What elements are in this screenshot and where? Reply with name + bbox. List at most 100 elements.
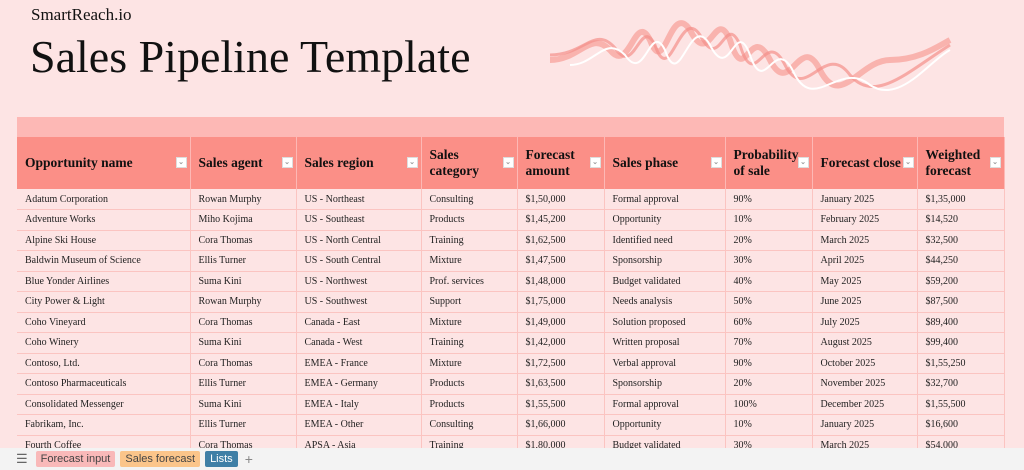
column-header[interactable]: Sales category ⌄ <box>421 137 518 189</box>
table-cell[interactable]: 30% <box>725 250 813 272</box>
sheet-menu-icon[interactable]: ☰ <box>16 451 28 466</box>
table-cell[interactable]: $1,62,500 <box>517 230 605 251</box>
table-cell[interactable]: EMEA - Other <box>296 414 422 436</box>
table-cell[interactable]: Sponsorship <box>604 250 726 272</box>
table-cell[interactable]: November 2025 <box>812 373 918 395</box>
table-cell[interactable]: Coho Winery <box>17 332 191 354</box>
filter-dropdown-icon[interactable]: ⌄ <box>797 157 809 168</box>
table-cell[interactable]: Prof. services <box>421 271 518 292</box>
table-cell[interactable]: Support <box>421 291 518 313</box>
table-cell[interactable]: Rowan Murphy <box>190 189 297 210</box>
table-cell[interactable]: $1,45,200 <box>517 209 605 231</box>
table-cell[interactable]: Opportunity <box>604 414 726 436</box>
table-cell[interactable]: Cora Thomas <box>190 230 297 251</box>
table-cell[interactable]: 90% <box>725 189 813 210</box>
table-cell[interactable]: Cora Thomas <box>190 312 297 333</box>
table-cell[interactable]: Miho Kojima <box>190 209 297 231</box>
table-cell[interactable]: Consolidated Messenger <box>17 394 191 415</box>
table-cell[interactable]: Contoso Pharmaceuticals <box>17 373 191 395</box>
column-header[interactable]: Sales phase ⌄ <box>604 137 726 189</box>
table-cell[interactable]: $1,63,500 <box>517 373 605 395</box>
filter-dropdown-icon[interactable]: ⌄ <box>710 157 722 168</box>
table-cell[interactable]: Budget validated <box>604 271 726 292</box>
table-cell[interactable]: June 2025 <box>812 291 918 313</box>
table-cell[interactable]: City Power & Light <box>17 291 191 313</box>
table-cell[interactable]: $1,55,250 <box>917 353 1005 374</box>
table-cell[interactable]: August 2025 <box>812 332 918 354</box>
table-cell[interactable]: Consulting <box>421 189 518 210</box>
table-cell[interactable]: Canada - East <box>296 312 422 333</box>
table-cell[interactable]: 50% <box>725 291 813 313</box>
table-cell[interactable]: $1,72,500 <box>517 353 605 374</box>
filter-dropdown-icon[interactable]: ⌄ <box>989 157 1001 168</box>
column-header[interactable]: Forecast close ⌄ <box>812 137 918 189</box>
table-cell[interactable]: 10% <box>725 414 813 436</box>
table-cell[interactable]: Mixture <box>421 353 518 374</box>
table-cell[interactable]: $1,47,500 <box>517 250 605 272</box>
column-header[interactable]: Weighted forecast ⌄ <box>917 137 1005 189</box>
table-cell[interactable]: $1,48,000 <box>517 271 605 292</box>
table-cell[interactable]: $1,55,500 <box>517 394 605 415</box>
table-cell[interactable]: 90% <box>725 353 813 374</box>
table-cell[interactable]: Solution proposed <box>604 312 726 333</box>
table-cell[interactable]: Cora Thomas <box>190 353 297 374</box>
column-header[interactable]: Sales agent ⌄ <box>190 137 297 189</box>
table-cell[interactable]: Coho Vineyard <box>17 312 191 333</box>
table-cell[interactable]: 40% <box>725 271 813 292</box>
table-cell[interactable]: $1,55,500 <box>917 394 1005 415</box>
table-cell[interactable]: Identified need <box>604 230 726 251</box>
table-cell[interactable]: $14,520 <box>917 209 1005 231</box>
table-cell[interactable]: Formal approval <box>604 394 726 415</box>
filter-dropdown-icon[interactable]: ⌄ <box>406 157 418 168</box>
table-cell[interactable]: $1,35,000 <box>917 189 1005 210</box>
table-cell[interactable]: Baldwin Museum of Science <box>17 250 191 272</box>
table-cell[interactable]: Rowan Murphy <box>190 291 297 313</box>
table-cell[interactable]: $1,66,000 <box>517 414 605 436</box>
filter-dropdown-icon[interactable]: ⌄ <box>175 157 187 168</box>
table-cell[interactable]: $1,75,000 <box>517 291 605 313</box>
column-header[interactable]: Sales region ⌄ <box>296 137 422 189</box>
column-header[interactable]: Probability of sale ⌄ <box>725 137 813 189</box>
table-cell[interactable]: EMEA - France <box>296 353 422 374</box>
table-cell[interactable]: $99,400 <box>917 332 1005 354</box>
table-cell[interactable]: US - Southwest <box>296 291 422 313</box>
table-cell[interactable]: Suma Kini <box>190 394 297 415</box>
column-header[interactable]: Opportunity name ⌄ <box>17 137 191 189</box>
table-cell[interactable]: Verbal approval <box>604 353 726 374</box>
table-cell[interactable]: Canada - West <box>296 332 422 354</box>
table-cell[interactable]: 100% <box>725 394 813 415</box>
table-cell[interactable]: $1,42,000 <box>517 332 605 354</box>
table-cell[interactable]: January 2025 <box>812 414 918 436</box>
table-cell[interactable]: $59,200 <box>917 271 1005 292</box>
table-cell[interactable]: Ellis Turner <box>190 250 297 272</box>
filter-dropdown-icon[interactable]: ⌄ <box>902 157 914 168</box>
table-cell[interactable]: US - Northwest <box>296 271 422 292</box>
table-cell[interactable]: $16,600 <box>917 414 1005 436</box>
sheet-tab[interactable]: Lists <box>205 451 238 467</box>
table-cell[interactable]: Formal approval <box>604 189 726 210</box>
table-cell[interactable]: $87,500 <box>917 291 1005 313</box>
filter-dropdown-icon[interactable]: ⌄ <box>589 157 601 168</box>
table-cell[interactable]: EMEA - Italy <box>296 394 422 415</box>
table-cell[interactable]: 70% <box>725 332 813 354</box>
table-cell[interactable]: US - South Central <box>296 250 422 272</box>
table-cell[interactable]: Sponsorship <box>604 373 726 395</box>
table-cell[interactable]: Products <box>421 394 518 415</box>
table-cell[interactable]: July 2025 <box>812 312 918 333</box>
table-cell[interactable]: $1,49,000 <box>517 312 605 333</box>
table-cell[interactable]: February 2025 <box>812 209 918 231</box>
filter-dropdown-icon[interactable]: ⌄ <box>502 157 514 168</box>
table-cell[interactable]: Suma Kini <box>190 271 297 292</box>
table-cell[interactable]: $1,50,000 <box>517 189 605 210</box>
table-cell[interactable]: Fabrikam, Inc. <box>17 414 191 436</box>
sheet-tab[interactable]: Sales forecast <box>120 451 201 467</box>
table-cell[interactable]: Suma Kini <box>190 332 297 354</box>
table-cell[interactable]: April 2025 <box>812 250 918 272</box>
table-cell[interactable]: $32,700 <box>917 373 1005 395</box>
table-cell[interactable]: Mixture <box>421 312 518 333</box>
table-cell[interactable]: 20% <box>725 373 813 395</box>
table-cell[interactable]: Blue Yonder Airlines <box>17 271 191 292</box>
table-cell[interactable]: Products <box>421 373 518 395</box>
table-cell[interactable]: Training <box>421 230 518 251</box>
table-cell[interactable]: Consulting <box>421 414 518 436</box>
